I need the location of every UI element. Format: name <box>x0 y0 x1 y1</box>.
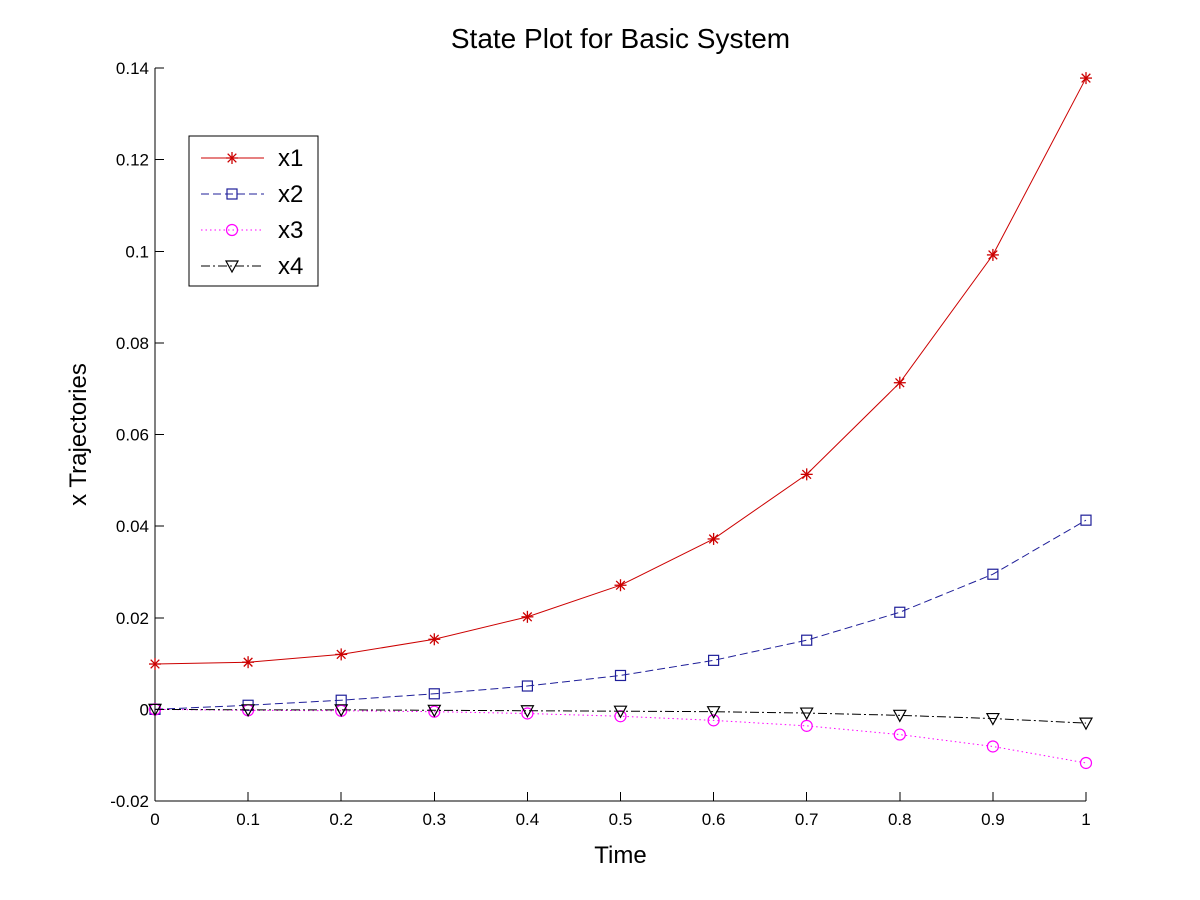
y-tick-label: 0.02 <box>116 609 149 628</box>
series-x2 <box>149 514 1092 715</box>
data-point-x1 <box>614 579 627 592</box>
series-layer <box>147 72 1094 770</box>
data-point-x2 <box>801 634 813 646</box>
data-point-x4 <box>147 703 163 717</box>
data-point-legend-x2 <box>226 188 238 200</box>
y-tick-label: 0.04 <box>116 517 149 536</box>
data-point-x1 <box>242 656 255 669</box>
series-x3 <box>148 703 1093 770</box>
data-point-x1 <box>149 658 161 671</box>
data-point-x4 <box>1078 717 1094 731</box>
legend-label: x4 <box>278 253 303 280</box>
legend-label: x2 <box>278 181 303 208</box>
data-point-x2 <box>707 654 720 666</box>
x-tick-label: 0.9 <box>981 810 1005 829</box>
legend-label: x3 <box>278 217 303 244</box>
x-tick-label: 0.2 <box>329 810 353 829</box>
data-point-x2 <box>614 669 627 682</box>
y-axis-title: x Trajectories <box>65 363 92 506</box>
data-point-x2 <box>1080 514 1092 526</box>
plot-area: 0 0.1 0.2 0.3 0.4 0.5 0.6 0.7 0.8 0.9 1-0.0200.020… <box>110 59 1094 829</box>
data-point-x1 <box>1080 72 1092 85</box>
data-point-x2 <box>894 606 906 618</box>
data-point-x4 <box>613 705 628 719</box>
chart-title: State Plot for Basic System <box>451 23 790 54</box>
data-point-x1 <box>800 468 813 481</box>
legend-item-x3: x3 <box>201 217 303 244</box>
data-point-x4 <box>892 709 907 723</box>
x-tick-label: 0.8 <box>888 810 912 829</box>
series-x4 <box>147 703 1094 731</box>
data-point-x4 <box>334 704 349 718</box>
data-point-x4 <box>985 712 1000 726</box>
legend-item-x1: x1 <box>201 145 303 172</box>
data-point-x3 <box>521 707 534 720</box>
data-point-x4 <box>241 704 256 718</box>
data-point-x3 <box>800 719 813 732</box>
series-line-x2 <box>154 519 1087 710</box>
data-point-legend-x3 <box>225 223 239 237</box>
data-point-x4 <box>799 707 814 721</box>
x-tick-label: 0.5 <box>609 810 633 829</box>
y-tick-label: 0 <box>140 700 149 719</box>
data-point-x1 <box>707 532 720 545</box>
legend-label: x1 <box>278 145 303 172</box>
x-tick-label: 0.6 <box>702 810 726 829</box>
x-tick-label: 0.4 <box>516 810 540 829</box>
legend-item-x2: x2 <box>201 181 303 208</box>
data-point-x4 <box>520 705 535 719</box>
data-point-x3 <box>1079 756 1093 770</box>
x-tick-label: 0 <box>150 810 159 829</box>
data-point-x2 <box>428 688 440 700</box>
y-tick-label: 0.1 <box>125 242 149 261</box>
series-x1 <box>149 72 1092 671</box>
data-point-x2 <box>987 568 999 580</box>
y-tick-label: 0.06 <box>116 426 149 445</box>
y-tick-label: 0.12 <box>116 151 149 170</box>
x-tick-label: 1 <box>1081 810 1090 829</box>
x-tick-label: 0.3 <box>422 810 446 829</box>
y-tick-label: -0.02 <box>110 792 149 811</box>
x-axis-title: Time <box>594 842 646 869</box>
data-point-x1 <box>986 248 999 261</box>
legend-box <box>188 135 319 287</box>
data-point-x1 <box>521 610 534 623</box>
axes: 0 0.1 0.2 0.3 0.4 0.5 0.6 0.7 0.8 0.9 1-0.0200.020… <box>110 59 1090 829</box>
y-tick-label: 0.14 <box>116 59 149 78</box>
data-point-x3 <box>893 728 906 741</box>
data-point-x3 <box>707 714 720 727</box>
data-point-x4 <box>427 704 442 718</box>
x-tick-label: 0.1 <box>236 810 260 829</box>
data-point-x3 <box>986 740 1000 753</box>
y-tick-label: 0.08 <box>116 334 149 353</box>
x-tick-label: 0.7 <box>795 810 819 829</box>
legend-item-x4: x4 <box>201 253 303 280</box>
legend: x1 x2 x3 x4 <box>188 135 319 287</box>
data-point-legend-x4 <box>224 260 240 274</box>
data-point-x1 <box>428 633 441 646</box>
data-point-x4 <box>706 706 721 719</box>
data-point-legend-x1 <box>226 152 238 164</box>
data-point-x1 <box>893 376 906 389</box>
data-point-x1 <box>335 648 348 661</box>
series-line-x4 <box>154 708 1087 724</box>
data-point-x2 <box>521 680 534 692</box>
